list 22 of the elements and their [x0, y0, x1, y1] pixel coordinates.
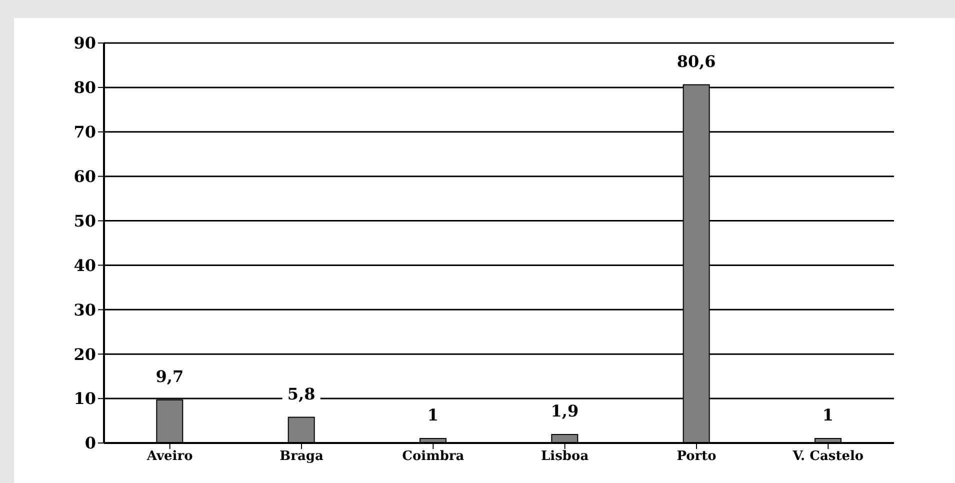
x-tick-label: Porto: [676, 449, 717, 464]
x-tick-label: Lisboa: [541, 449, 590, 464]
y-tick-label: 10: [74, 389, 96, 408]
data-label: 80,6: [676, 52, 716, 71]
data-label: 1: [822, 406, 834, 425]
x-tick-label: Coimbra: [402, 449, 465, 464]
data-label: 5,8: [287, 384, 316, 404]
x-tick-label: V. Castelo: [792, 449, 864, 464]
y-tick-label: 30: [74, 300, 96, 320]
y-tick-label: 50: [74, 211, 96, 230]
y-tick-label: 90: [74, 34, 96, 53]
x-tick-label: Aveiro: [146, 449, 194, 464]
y-tick-label: 60: [74, 167, 96, 186]
data-label: 1,9: [550, 402, 579, 421]
data-label: 9,7: [156, 367, 184, 386]
y-tick-label: 80: [74, 78, 96, 98]
data-label: 1: [427, 406, 439, 425]
y-tick-label: 70: [74, 122, 96, 142]
y-tick-label: 40: [74, 256, 96, 275]
y-tick-label: 20: [74, 344, 96, 364]
y-tick-label: 0: [84, 434, 96, 453]
x-tick-label: Braga: [280, 449, 324, 464]
